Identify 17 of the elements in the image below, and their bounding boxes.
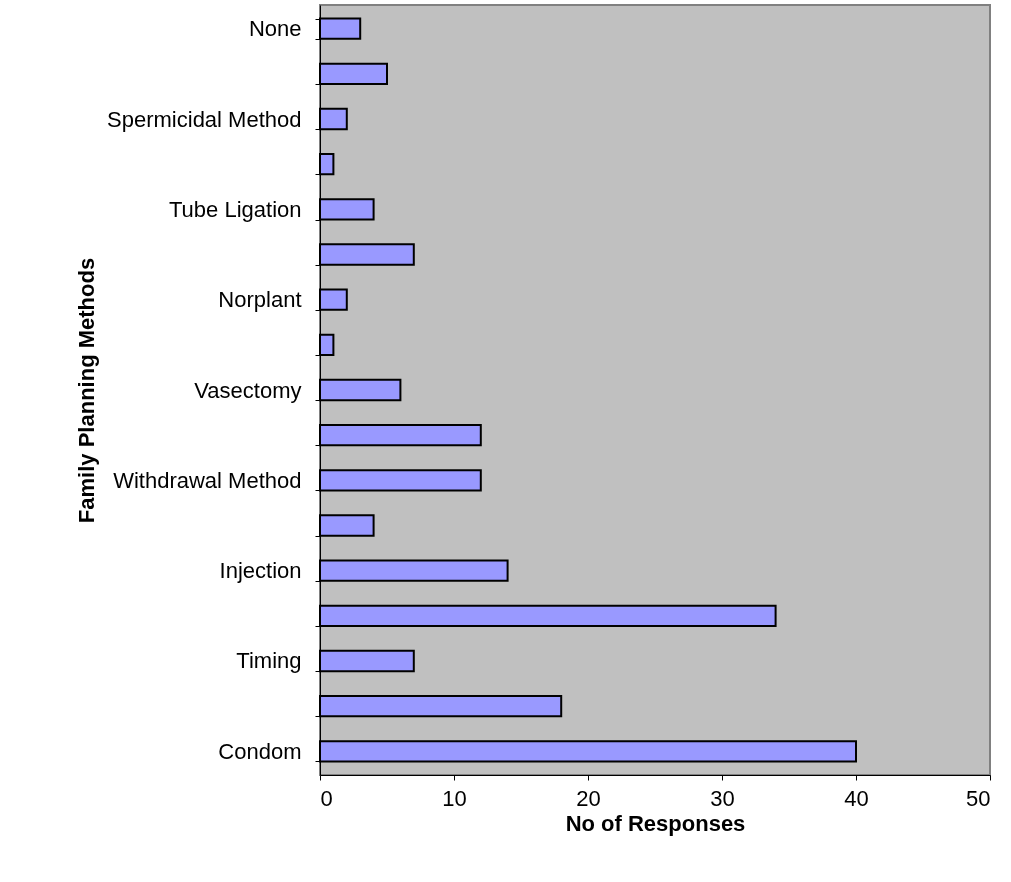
y-axis-title: Family Planning Methods <box>73 257 99 524</box>
x-tick-label: 0 <box>320 785 333 811</box>
y-tick-label: Injection <box>219 558 302 584</box>
x-tick-label: 50 <box>966 785 991 811</box>
y-tick-label: Norplant <box>218 287 302 313</box>
y-tick-label: Tube Ligation <box>168 196 302 222</box>
y-tick-label: Withdrawal Method <box>113 467 302 493</box>
x-tick-label: 30 <box>710 785 735 811</box>
y-tick-label: Vasectomy <box>194 377 302 403</box>
x-tick-label: 20 <box>576 785 601 811</box>
y-tick-label: Condom <box>218 738 302 764</box>
y-tick-label: None <box>248 16 302 42</box>
x-axis-title: No of Responses <box>565 810 746 836</box>
x-tick-label: 40 <box>844 785 869 811</box>
y-tick-label: Timing <box>236 648 302 674</box>
x-tick-label: 10 <box>442 785 467 811</box>
y-tick-label: Spermicidal Method <box>107 106 302 132</box>
